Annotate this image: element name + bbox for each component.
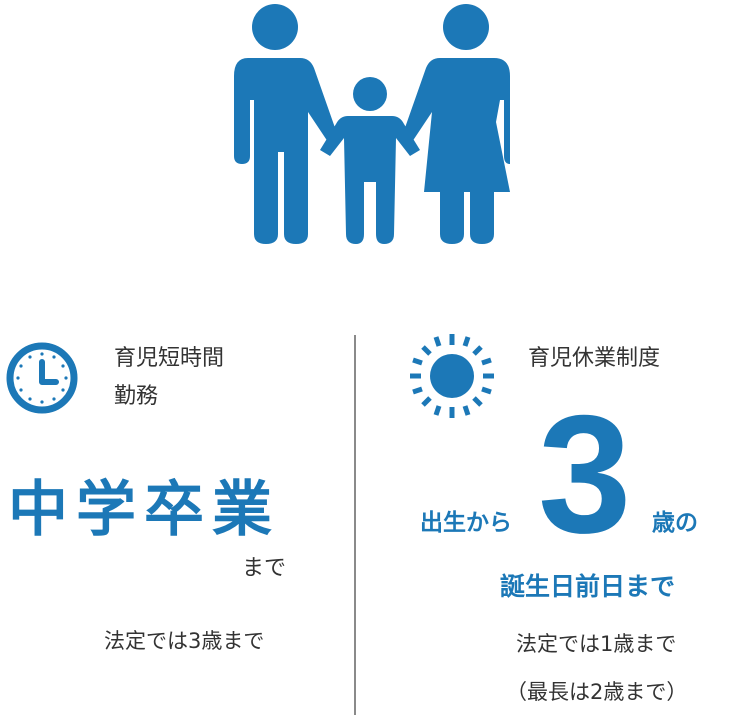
family-icon [234,4,510,244]
sun-icon [410,334,494,418]
left-heading-line1: 育児短時間 [114,346,225,371]
left-legal-note: 法定では3歳まで [104,629,265,653]
right-max-note: （最長は2歳まで） [506,680,688,704]
left-heading-line2: 勤務 [114,384,159,409]
clock-icon [6,342,78,414]
right-age-number: 3 [538,380,632,568]
section-divider [354,335,356,715]
left-heading: 育児短時間 勤務 [114,340,224,416]
right-from-birth: 出生から [420,510,512,536]
left-big-text: 中学卒業 [8,475,280,545]
left-until-text: まで [242,556,287,581]
right-legal-note: 法定では1歳まで [516,632,677,656]
right-age-suffix: 歳の [652,510,698,536]
right-birthday-eve: 誕生日前日まで [500,572,676,601]
right-heading: 育児休業制度 [528,346,661,371]
